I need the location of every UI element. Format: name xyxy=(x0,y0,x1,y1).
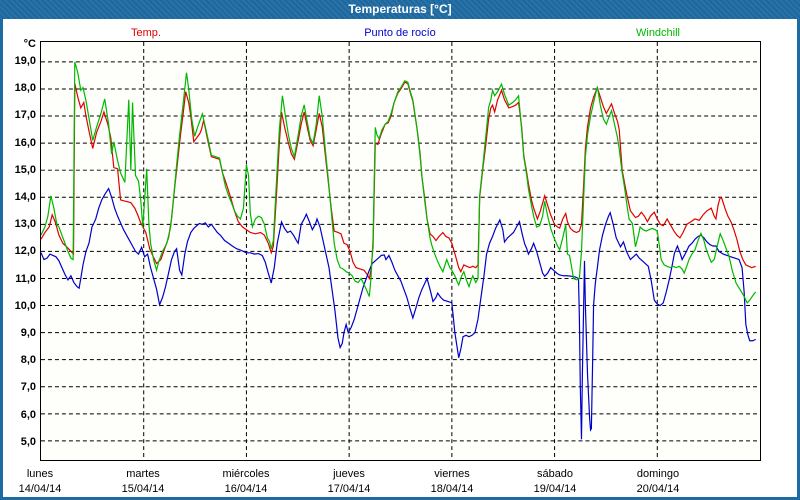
legend-windchill-label: Windchill xyxy=(635,27,681,39)
day-name-label: martes xyxy=(126,468,160,480)
y-tick-label: 14,0 xyxy=(14,191,36,203)
y-tick-label: 18,0 xyxy=(14,82,36,95)
day-date-label: 18/04/14 xyxy=(430,483,474,495)
legend-temp-label: Temp. xyxy=(131,27,161,39)
day-date-label: 17/04/14 xyxy=(327,483,371,495)
window-border-bottom xyxy=(0,497,800,500)
y-tick-label: 12,0 xyxy=(14,245,36,258)
legend-dewpoint-label: Punto de rocío xyxy=(364,27,436,39)
series-line-0 xyxy=(41,81,756,281)
y-tick-label: 10,0 xyxy=(14,299,36,312)
y-tick-label: 9,0 xyxy=(20,327,36,339)
y-tick-label: 17,0 xyxy=(14,109,36,122)
y-tick-label: 8,0 xyxy=(20,354,36,367)
day-name-label: miércoles xyxy=(222,468,270,480)
day-name-label: sábado xyxy=(536,468,574,480)
y-tick-label: 15,0 xyxy=(14,163,36,176)
day-name-label: lunes xyxy=(26,468,54,480)
y-tick-label: 5,0 xyxy=(20,435,36,448)
plot-area xyxy=(40,41,761,461)
temperature-line-chart xyxy=(41,42,760,460)
page-title: Temperaturas [°C] xyxy=(348,2,452,16)
window-title-bar: Temperaturas [°C] xyxy=(0,0,800,19)
y-tick-label: 11,0 xyxy=(15,272,36,285)
day-name-label: domingo xyxy=(636,468,680,480)
day-date-label: 16/04/14 xyxy=(224,483,268,495)
y-axis-unit-label: °C xyxy=(23,38,36,50)
day-name-label: jueves xyxy=(333,468,365,480)
day-date-label: 14/04/14 xyxy=(18,483,62,495)
y-tick-label: 13,0 xyxy=(14,218,36,231)
series-line-1 xyxy=(41,187,756,440)
series-line-2 xyxy=(41,61,757,304)
window-border-right xyxy=(797,19,800,500)
y-tick-label: 16,0 xyxy=(14,136,36,149)
y-tick-label: 7,0 xyxy=(20,381,36,394)
window-border-left xyxy=(0,19,3,500)
y-tick-label: 6,0 xyxy=(20,408,36,421)
day-date-label: 19/04/14 xyxy=(533,483,577,495)
day-date-label: 20/04/14 xyxy=(636,483,680,495)
day-name-label: viernes xyxy=(434,468,470,480)
day-date-label: 15/04/14 xyxy=(121,483,165,495)
y-tick-label: 19,0 xyxy=(14,55,36,67)
